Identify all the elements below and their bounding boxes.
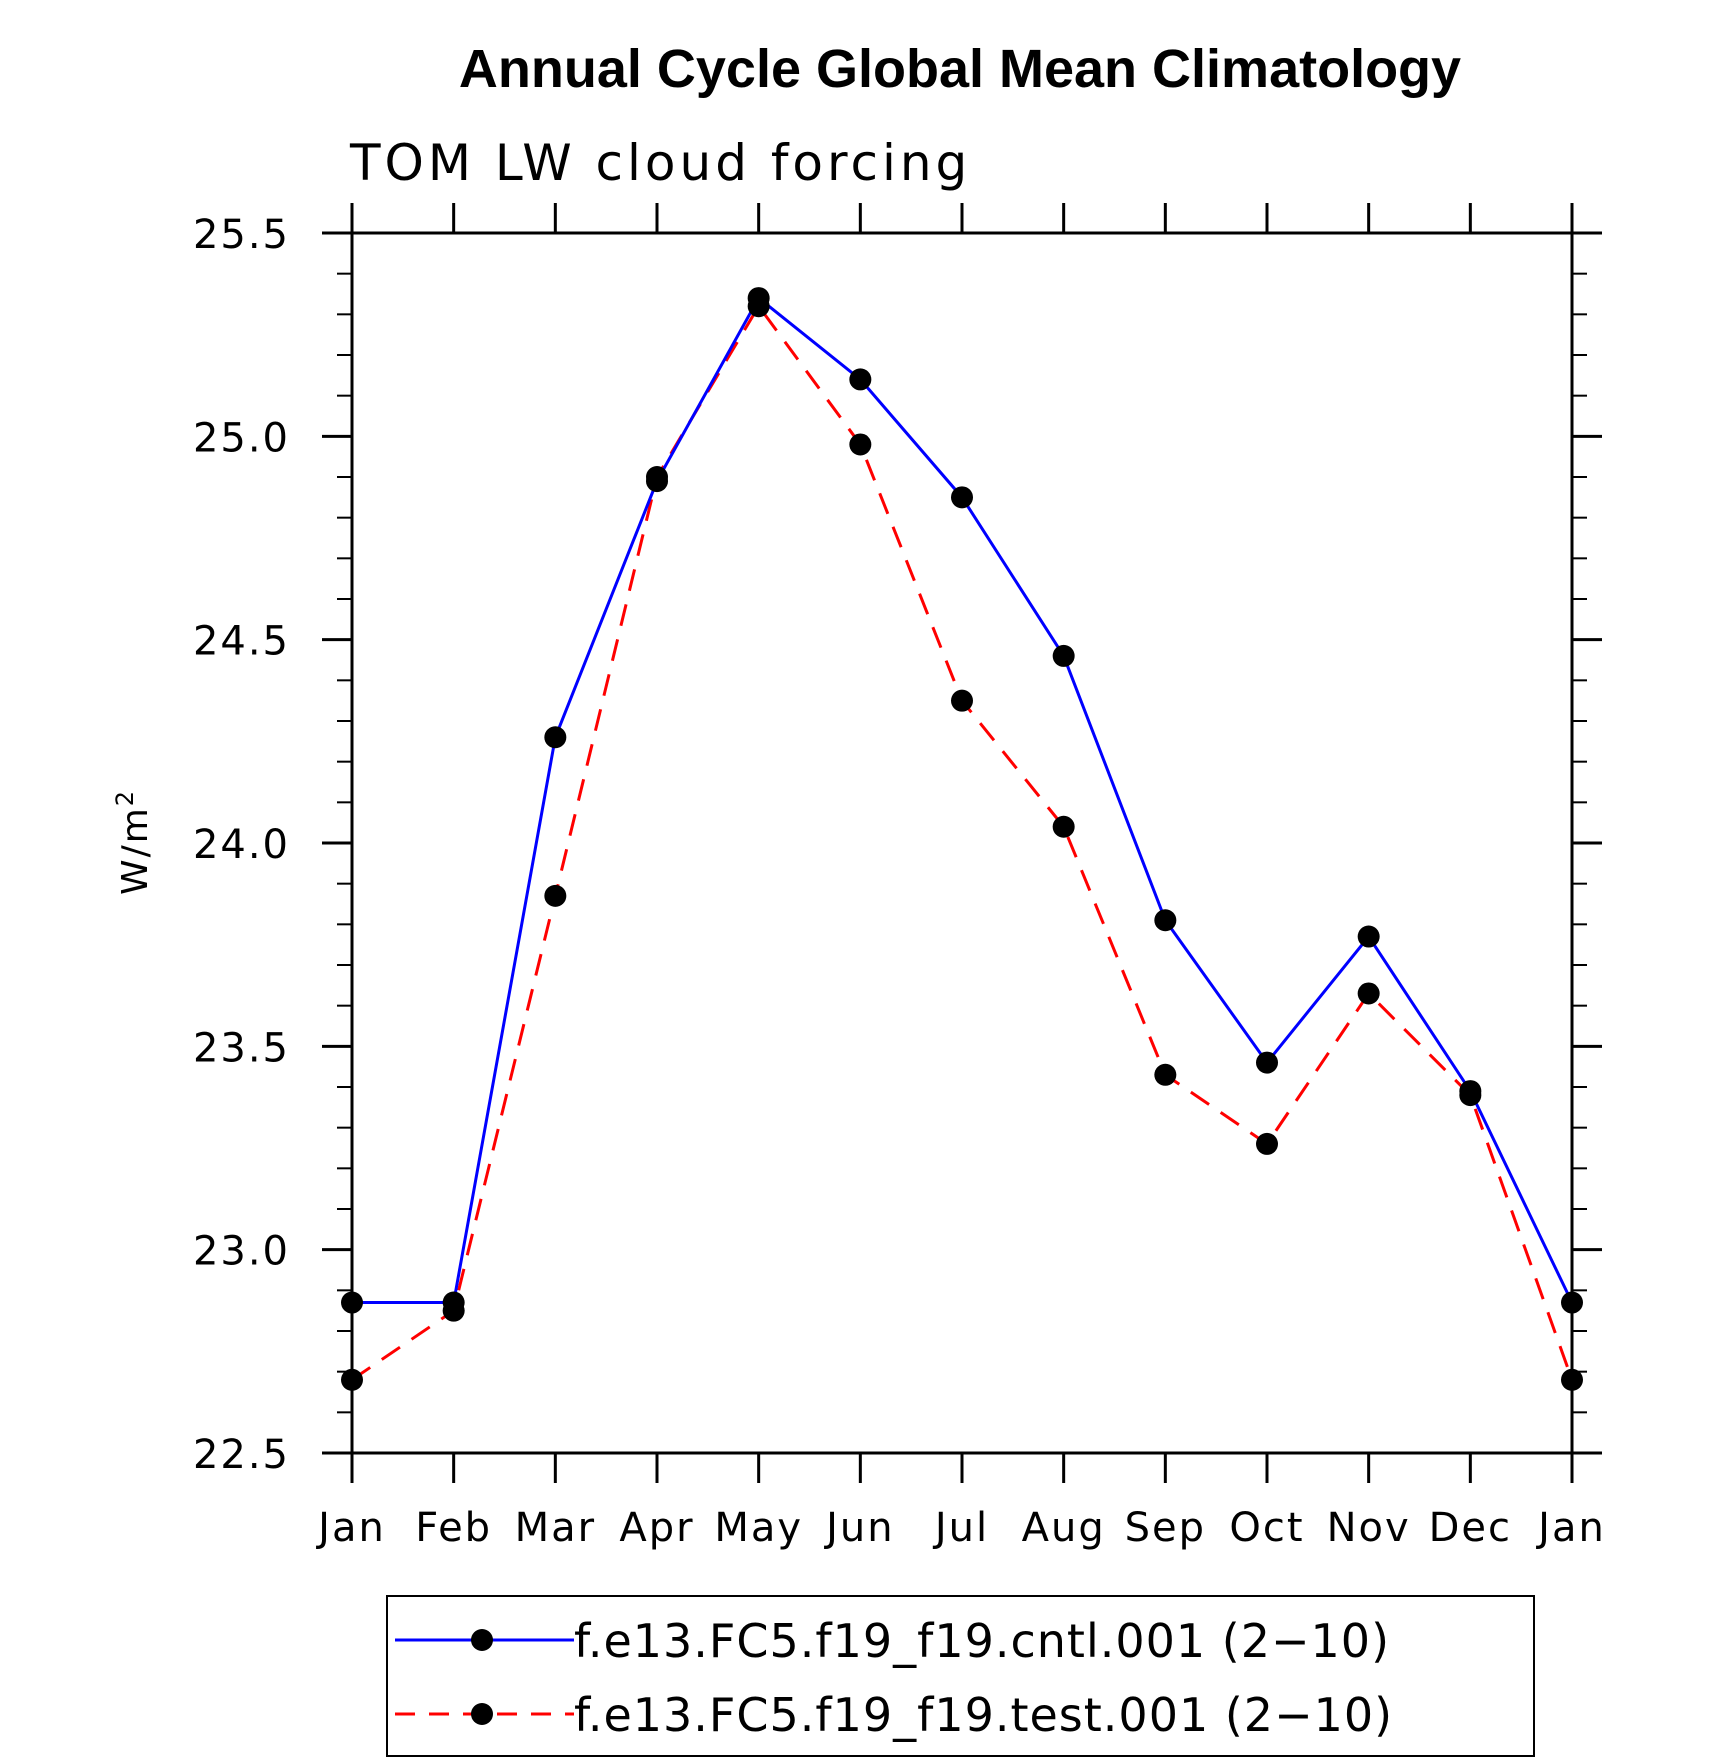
legend-marker-cntl <box>471 1629 493 1651</box>
x-tick-label: May <box>714 1505 803 1551</box>
x-tick-label: Jun <box>823 1505 895 1551</box>
x-tick-label: Apr <box>619 1505 694 1551</box>
data-point-0 <box>341 1291 363 1314</box>
data-point-0 <box>1357 925 1380 948</box>
data-point-1 <box>646 466 668 488</box>
y-tick-label: 22.5 <box>193 1432 290 1478</box>
data-point-0 <box>1052 644 1075 667</box>
y-axis-label: W/m2 <box>111 789 156 895</box>
y-tick-label: 24.0 <box>193 822 290 868</box>
data-point-0 <box>849 368 872 391</box>
y-axis-label-superscript: 2 <box>111 789 139 806</box>
data-point-0 <box>951 486 973 509</box>
series-markers <box>341 287 1583 1391</box>
data-point-1 <box>1459 1084 1482 1107</box>
data-point-0 <box>544 726 567 749</box>
y-tick-label: 23.5 <box>193 1025 290 1071</box>
x-tick-label: Oct <box>1229 1505 1304 1551</box>
axis-tick-labels: Jan Feb Mar Apr May Jun Jul Aug Sep Oct Nov Dec Jan 2… <box>193 212 1606 1551</box>
data-point-0 <box>1561 1291 1583 1314</box>
x-tick-label: Feb <box>415 1505 492 1551</box>
data-point-1 <box>1256 1132 1278 1155</box>
chart-title: Annual Cycle Global Mean Climatology <box>459 39 1461 99</box>
legend-label-test: f.e13.FC5.f19_f19.test.001 (2−10) <box>574 1688 1393 1742</box>
x-tick-label: Jan <box>315 1505 386 1551</box>
data-point-1 <box>1561 1368 1583 1391</box>
y-tick-label: 24.5 <box>193 619 290 665</box>
data-point-0 <box>1154 909 1177 932</box>
data-point-1 <box>951 689 973 712</box>
svg-text:W/m2: W/m2 <box>111 789 156 895</box>
series-line-0 <box>352 295 1574 1305</box>
y-tick-label: 25.5 <box>193 212 290 258</box>
y-tick-label: 23.0 <box>193 1229 290 1275</box>
data-point-1 <box>1154 1063 1177 1086</box>
legend-marker-test <box>471 1703 493 1725</box>
x-tick-label: Aug <box>1022 1505 1106 1551</box>
x-tick-label: Mar <box>515 1505 596 1551</box>
x-tick-label: Nov <box>1327 1505 1411 1551</box>
series-lines <box>351 295 1574 1382</box>
data-point-1 <box>747 295 770 318</box>
axis-ticks <box>322 203 1602 1483</box>
data-point-0 <box>1256 1051 1278 1074</box>
x-tick-label: Jul <box>932 1505 989 1551</box>
legend-label-cntl: f.e13.FC5.f19_f19.cntl.001 (2−10) <box>574 1614 1390 1668</box>
chart-subtitle: TOM LW cloud forcing <box>349 134 971 192</box>
x-tick-label: Dec <box>1429 1505 1512 1551</box>
legend-box <box>386 1595 1535 1757</box>
data-point-1 <box>1052 815 1075 838</box>
x-tick-label: Jan <box>1535 1505 1606 1551</box>
data-point-1 <box>849 433 872 456</box>
x-tick-label: Sep <box>1125 1505 1206 1551</box>
plot-frame <box>350 231 1574 1455</box>
data-point-1 <box>341 1368 363 1391</box>
data-point-1 <box>442 1299 465 1322</box>
data-point-1 <box>1357 982 1380 1005</box>
legend: f.e13.FC5.f19_f19.cntl.001 (2−10) f.e13.… <box>386 1595 1535 1757</box>
data-point-1 <box>544 884 567 907</box>
y-tick-label: 25.0 <box>193 415 290 461</box>
y-axis-label-text: W/m <box>115 806 156 895</box>
